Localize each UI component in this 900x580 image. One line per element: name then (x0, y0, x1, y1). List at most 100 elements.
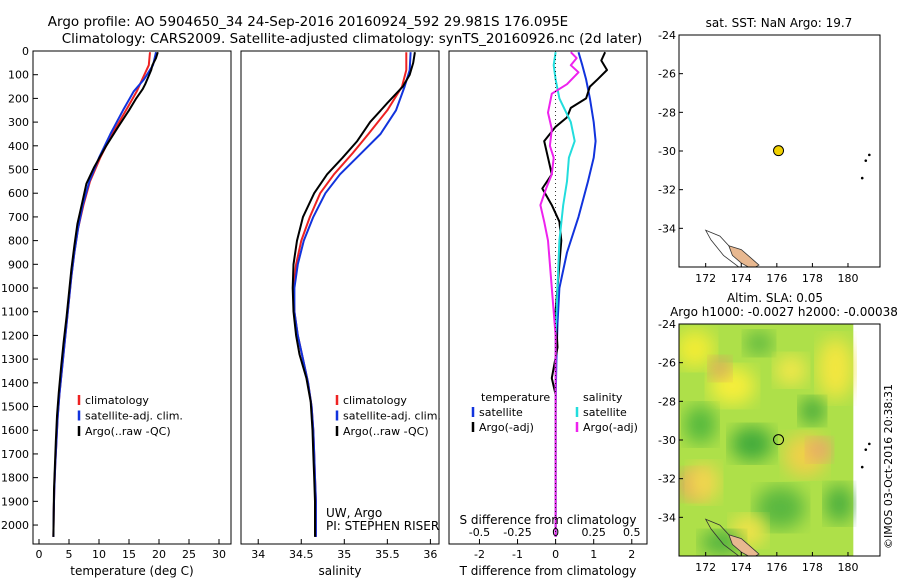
series-line-argo-raw-qc (291, 52, 416, 537)
y-tick-label: 300 (8, 116, 29, 129)
difference-xlabel: T difference from climatology (459, 564, 637, 578)
map-x-tick-label: 172 (695, 561, 716, 574)
legend-label: climatology (85, 394, 149, 407)
sla-map-title-2: Argo h1000: -0.0027 h2000: -0.00038 (670, 305, 898, 319)
map-x-tick-label: 180 (837, 561, 858, 574)
x-tick-label: 0 (36, 548, 43, 561)
legend-label: climatology (343, 394, 407, 407)
sla-anomaly-cell (755, 486, 806, 529)
s-diff-tick-label: -0.5 (469, 526, 490, 539)
legend-title-temperature: temperature (481, 391, 550, 404)
series-line-salinity-argo-adj (539, 51, 580, 537)
x-tick-label: 35 (337, 548, 351, 561)
y-tick-label: 100 (8, 69, 29, 82)
legend-title-salinity: salinity (583, 391, 623, 404)
map-x-tick-label: 176 (766, 561, 787, 574)
s-diff-tick-label: 0.25 (581, 526, 606, 539)
sla-anomaly-cell (679, 329, 715, 369)
map-y-tick-label: -28 (658, 395, 676, 408)
map-x-tick-label: 172 (695, 272, 716, 285)
x-tick-label: 15 (122, 548, 136, 561)
temperature-xlabel: temperature (deg C) (70, 564, 193, 578)
salinity-annotation-2: PI: STEPHEN RISER (326, 519, 439, 533)
map-x-tick-label: 178 (802, 272, 823, 285)
y-tick-label: 1100 (1, 306, 29, 319)
x-tick-label: 25 (182, 548, 196, 561)
legend-label: satellite (479, 406, 523, 419)
island-dot (860, 176, 864, 180)
x-tick-label: 20 (152, 548, 166, 561)
y-tick-label: 900 (8, 258, 29, 271)
y-tick-label: 1500 (1, 401, 29, 414)
series-line-temperature-satellite (554, 51, 597, 537)
map-y-tick-label: -28 (658, 106, 676, 119)
sla-anomaly-cell (684, 405, 717, 444)
x-tick-label: -2 (474, 548, 485, 561)
y-tick-label: 2000 (1, 519, 29, 532)
series-line-satellite-adj-clim (293, 52, 412, 537)
legend-label: Argo(-adj) (479, 421, 534, 434)
map-y-tick-label: -34 (658, 222, 676, 235)
sst-map-panel: sat. SST: NaN Argo: 19.7 172 174 176 178 180… (658, 16, 881, 285)
salinity-annotation-1: UW, Argo (326, 506, 382, 520)
y-tick-label: 1200 (1, 329, 29, 342)
legend-label: Argo(..raw -QC) (85, 425, 171, 438)
sla-anomaly-cell (744, 331, 774, 355)
sla-anomaly-cell (807, 438, 832, 462)
legend-label: satellite (583, 406, 627, 419)
map-y-tick-label: -24 (658, 318, 676, 331)
legend-label: satellite-adj. clim. (343, 410, 441, 423)
y-tick-label: 700 (8, 211, 29, 224)
x-tick-label: 34 (251, 548, 265, 561)
figure-subtitle: Climatology: CARS2009. Satellite-adjuste… (62, 31, 643, 47)
sla-anomaly-cell (824, 484, 854, 524)
sla-map-panel: Altim. SLA: 0.05 Argo h1000: -0.0027 h20… (658, 291, 898, 574)
salinity-xlabel: salinity (318, 564, 361, 578)
x-tick-label: -1 (512, 548, 523, 561)
s-diff-tick-label: 0 (552, 526, 559, 539)
x-tick-label: 30 (212, 548, 226, 561)
series-line-climatology (292, 52, 408, 537)
s-diff-tick-label: 0.5 (623, 526, 641, 539)
y-tick-label: 800 (8, 235, 29, 248)
coastline-outline (704, 518, 758, 556)
x-tick-label: 1 (590, 548, 597, 561)
x-tick-label: 34.5 (289, 548, 314, 561)
figure-title: Argo profile: AO 5904650_34 24-Sep-2016 … (48, 14, 568, 30)
sla-anomaly-cell (817, 337, 854, 400)
y-tick-label: 1600 (1, 424, 29, 437)
map-y-tick-label: -30 (658, 145, 676, 158)
temperature-panel: 0100200300400500600700800900100011001200… (1, 45, 232, 578)
map-x-tick-label: 180 (837, 272, 858, 285)
sla-heatmap (679, 324, 854, 556)
coastline-outline (704, 229, 758, 267)
map-y-tick-label: -24 (658, 29, 676, 42)
map-x-tick-label: 174 (731, 272, 752, 285)
y-tick-label: 1000 (1, 282, 29, 295)
legend-label: satellite-adj. clim. (85, 410, 183, 423)
y-tick-label: 500 (8, 164, 29, 177)
land-north-island (728, 245, 760, 267)
legend-label: Argo(-adj) (583, 421, 638, 434)
difference-axes-frame (448, 50, 648, 545)
difference-top-label: S difference from climatology (460, 513, 637, 527)
sla-anomaly-cell (709, 356, 731, 381)
island-dot (864, 159, 868, 162)
map-x-tick-label: 174 (731, 561, 752, 574)
difference-panel: -2 -0.5 -1 -0.25 0 0 1 0.25 2 0.5 S difference fr… (448, 50, 648, 578)
map-y-tick-label: -26 (658, 357, 676, 370)
y-tick-label: 600 (8, 187, 29, 200)
island-dot (868, 442, 871, 446)
salinity-panel: 34 34.5 35 35.5 36 salinity climatology satel… (240, 50, 441, 578)
map-y-tick-label: -30 (658, 434, 676, 447)
map-y-tick-label: -32 (658, 184, 676, 197)
map-x-tick-label: 178 (802, 561, 823, 574)
map-y-tick-label: -26 (658, 68, 676, 81)
y-tick-label: 200 (8, 92, 29, 105)
sla-anomaly-cell (799, 397, 825, 425)
y-tick-label: 1300 (1, 353, 29, 366)
sst-map-title: sat. SST: NaN Argo: 19.7 (706, 16, 853, 30)
x-tick-label: 5 (66, 548, 73, 561)
x-tick-label: 36 (423, 548, 437, 561)
